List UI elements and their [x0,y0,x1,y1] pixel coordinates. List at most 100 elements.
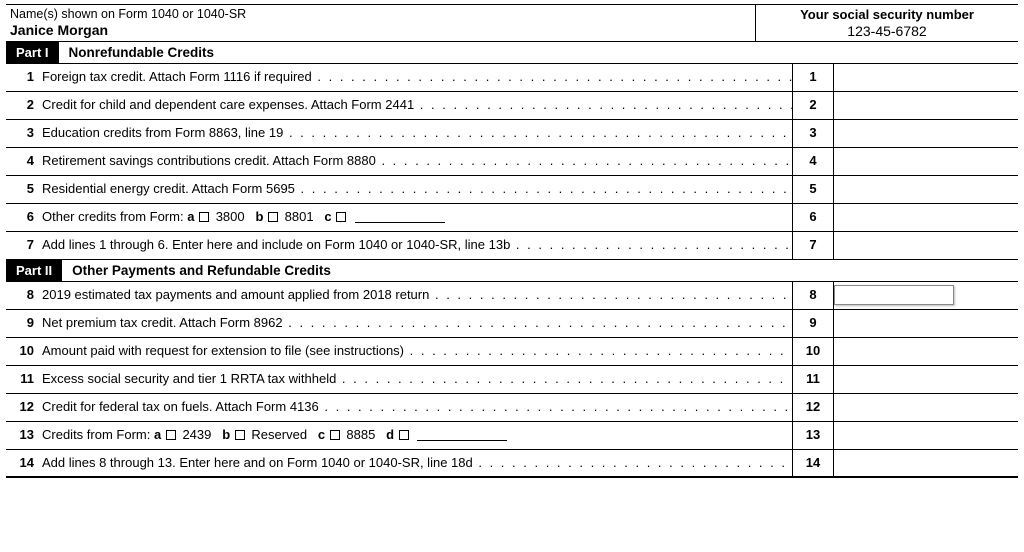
line-desc: Net premium tax credit. Attach Form 8962 [40,310,792,337]
checkbox-6b[interactable] [268,212,278,222]
line-amount[interactable] [834,204,1018,231]
line-amount[interactable] [834,310,1018,337]
line-box: 11 [792,366,834,393]
line-box: 1 [792,64,834,91]
line-12: 12 Credit for federal tax on fuels. Atta… [6,394,1018,422]
checkbox-13b[interactable] [235,430,245,440]
line-num: 8 [6,282,40,309]
line-9: 9 Net premium tax credit. Attach Form 89… [6,310,1018,338]
line-amount[interactable] [834,120,1018,147]
line-num: 9 [6,310,40,337]
line-amount[interactable] [834,338,1018,365]
line-num: 4 [6,148,40,175]
line-num: 13 [6,422,40,449]
line-box: 8 [792,282,834,309]
line-amount[interactable] [834,232,1018,259]
checkbox-6a[interactable] [199,212,209,222]
line13-pre: Credits from Form: [42,427,150,442]
form-schedule: Name(s) shown on Form 1040 or 1040-SR Ja… [6,4,1018,478]
checkbox-6c[interactable] [336,212,346,222]
line-7: 7 Add lines 1 through 6. Enter here and … [6,232,1018,260]
line-2: 2 Credit for child and dependent care ex… [6,92,1018,120]
line-box: 14 [792,450,834,476]
line-num: 12 [6,394,40,421]
checkbox-13d[interactable] [399,430,409,440]
part2-tag: Part II [6,260,62,281]
line-num: 11 [6,366,40,393]
line-amount[interactable] [834,176,1018,203]
line-desc: Credit for federal tax on fuels. Attach … [40,394,792,421]
line-box: 4 [792,148,834,175]
line-num: 2 [6,92,40,119]
name-cell: Name(s) shown on Form 1040 or 1040-SR Ja… [6,5,756,41]
line-desc: Foreign tax credit. Attach Form 1116 if … [40,64,792,91]
line-8: 8 2019 estimated tax payments and amount… [6,282,1018,310]
line-num: 10 [6,338,40,365]
name-value: Janice Morgan [10,22,751,38]
line-desc: Retirement savings contributions credit.… [40,148,792,175]
line-amount [834,282,1018,309]
line-num: 6 [6,204,40,231]
line-box: 3 [792,120,834,147]
line-desc: Amount paid with request for extension t… [40,338,792,365]
blank-6c[interactable] [355,222,445,223]
line-num: 14 [6,450,40,476]
line-amount[interactable] [834,450,1018,476]
line-box: 5 [792,176,834,203]
ssn-label: Your social security number [760,7,1014,22]
blank-13d[interactable] [417,440,507,441]
line-desc: Credit for child and dependent care expe… [40,92,792,119]
line-desc: Credits from Form: a 2439 b Reserved c 8… [40,422,792,449]
line-6: 6 Other credits from Form: a 3800 b 8801… [6,204,1018,232]
line-desc: 2019 estimated tax payments and amount a… [40,282,792,309]
line-1: 1 Foreign tax credit. Attach Form 1116 i… [6,64,1018,92]
line-desc: Add lines 8 through 13. Enter here and o… [40,450,792,476]
label-b: b [255,209,263,224]
line-amount[interactable] [834,64,1018,91]
line-num: 7 [6,232,40,259]
line-amount[interactable] [834,148,1018,175]
name-label: Name(s) shown on Form 1040 or 1040-SR [10,7,751,21]
opt-13a: 2439 [182,427,211,442]
checkbox-13c[interactable] [330,430,340,440]
label-c: c [324,209,331,224]
line-amount[interactable] [834,422,1018,449]
label-b: b [222,427,230,442]
opt-6a: 3800 [216,209,245,224]
opt-6b: 8801 [285,209,314,224]
checkbox-13a[interactable] [166,430,176,440]
label-d: d [386,427,394,442]
part1-tag: Part I [6,42,59,63]
label-a: a [187,209,194,224]
line-box: 9 [792,310,834,337]
line6-pre: Other credits from Form: [42,209,184,224]
line-amount[interactable] [834,366,1018,393]
line-13: 13 Credits from Form: a 2439 b Reserved … [6,422,1018,450]
line-num: 3 [6,120,40,147]
line-11: 11 Excess social security and tier 1 RRT… [6,366,1018,394]
line-desc: Add lines 1 through 6. Enter here and in… [40,232,792,259]
part1-bar: Part I Nonrefundable Credits [6,42,1018,64]
line-desc: Other credits from Form: a 3800 b 8801 c [40,204,792,231]
line-desc: Residential energy credit. Attach Form 5… [40,176,792,203]
line8-input[interactable] [834,285,954,305]
line-4: 4 Retirement savings contributions credi… [6,148,1018,176]
line-box: 6 [792,204,834,231]
part1-title: Nonrefundable Credits [59,42,225,63]
line-num: 5 [6,176,40,203]
line-box: 12 [792,394,834,421]
line-10: 10 Amount paid with request for extensio… [6,338,1018,366]
line-5: 5 Residential energy credit. Attach Form… [6,176,1018,204]
line-amount[interactable] [834,394,1018,421]
line-box: 10 [792,338,834,365]
ssn-value: 123-45-6782 [760,23,1014,39]
line-box: 2 [792,92,834,119]
label-a: a [154,427,161,442]
line-14: 14 Add lines 8 through 13. Enter here an… [6,450,1018,478]
label-c: c [318,427,325,442]
line-box: 7 [792,232,834,259]
opt-13b: Reserved [251,427,307,442]
line-amount[interactable] [834,92,1018,119]
header-row: Name(s) shown on Form 1040 or 1040-SR Ja… [6,4,1018,42]
line-desc: Education credits from Form 8863, line 1… [40,120,792,147]
